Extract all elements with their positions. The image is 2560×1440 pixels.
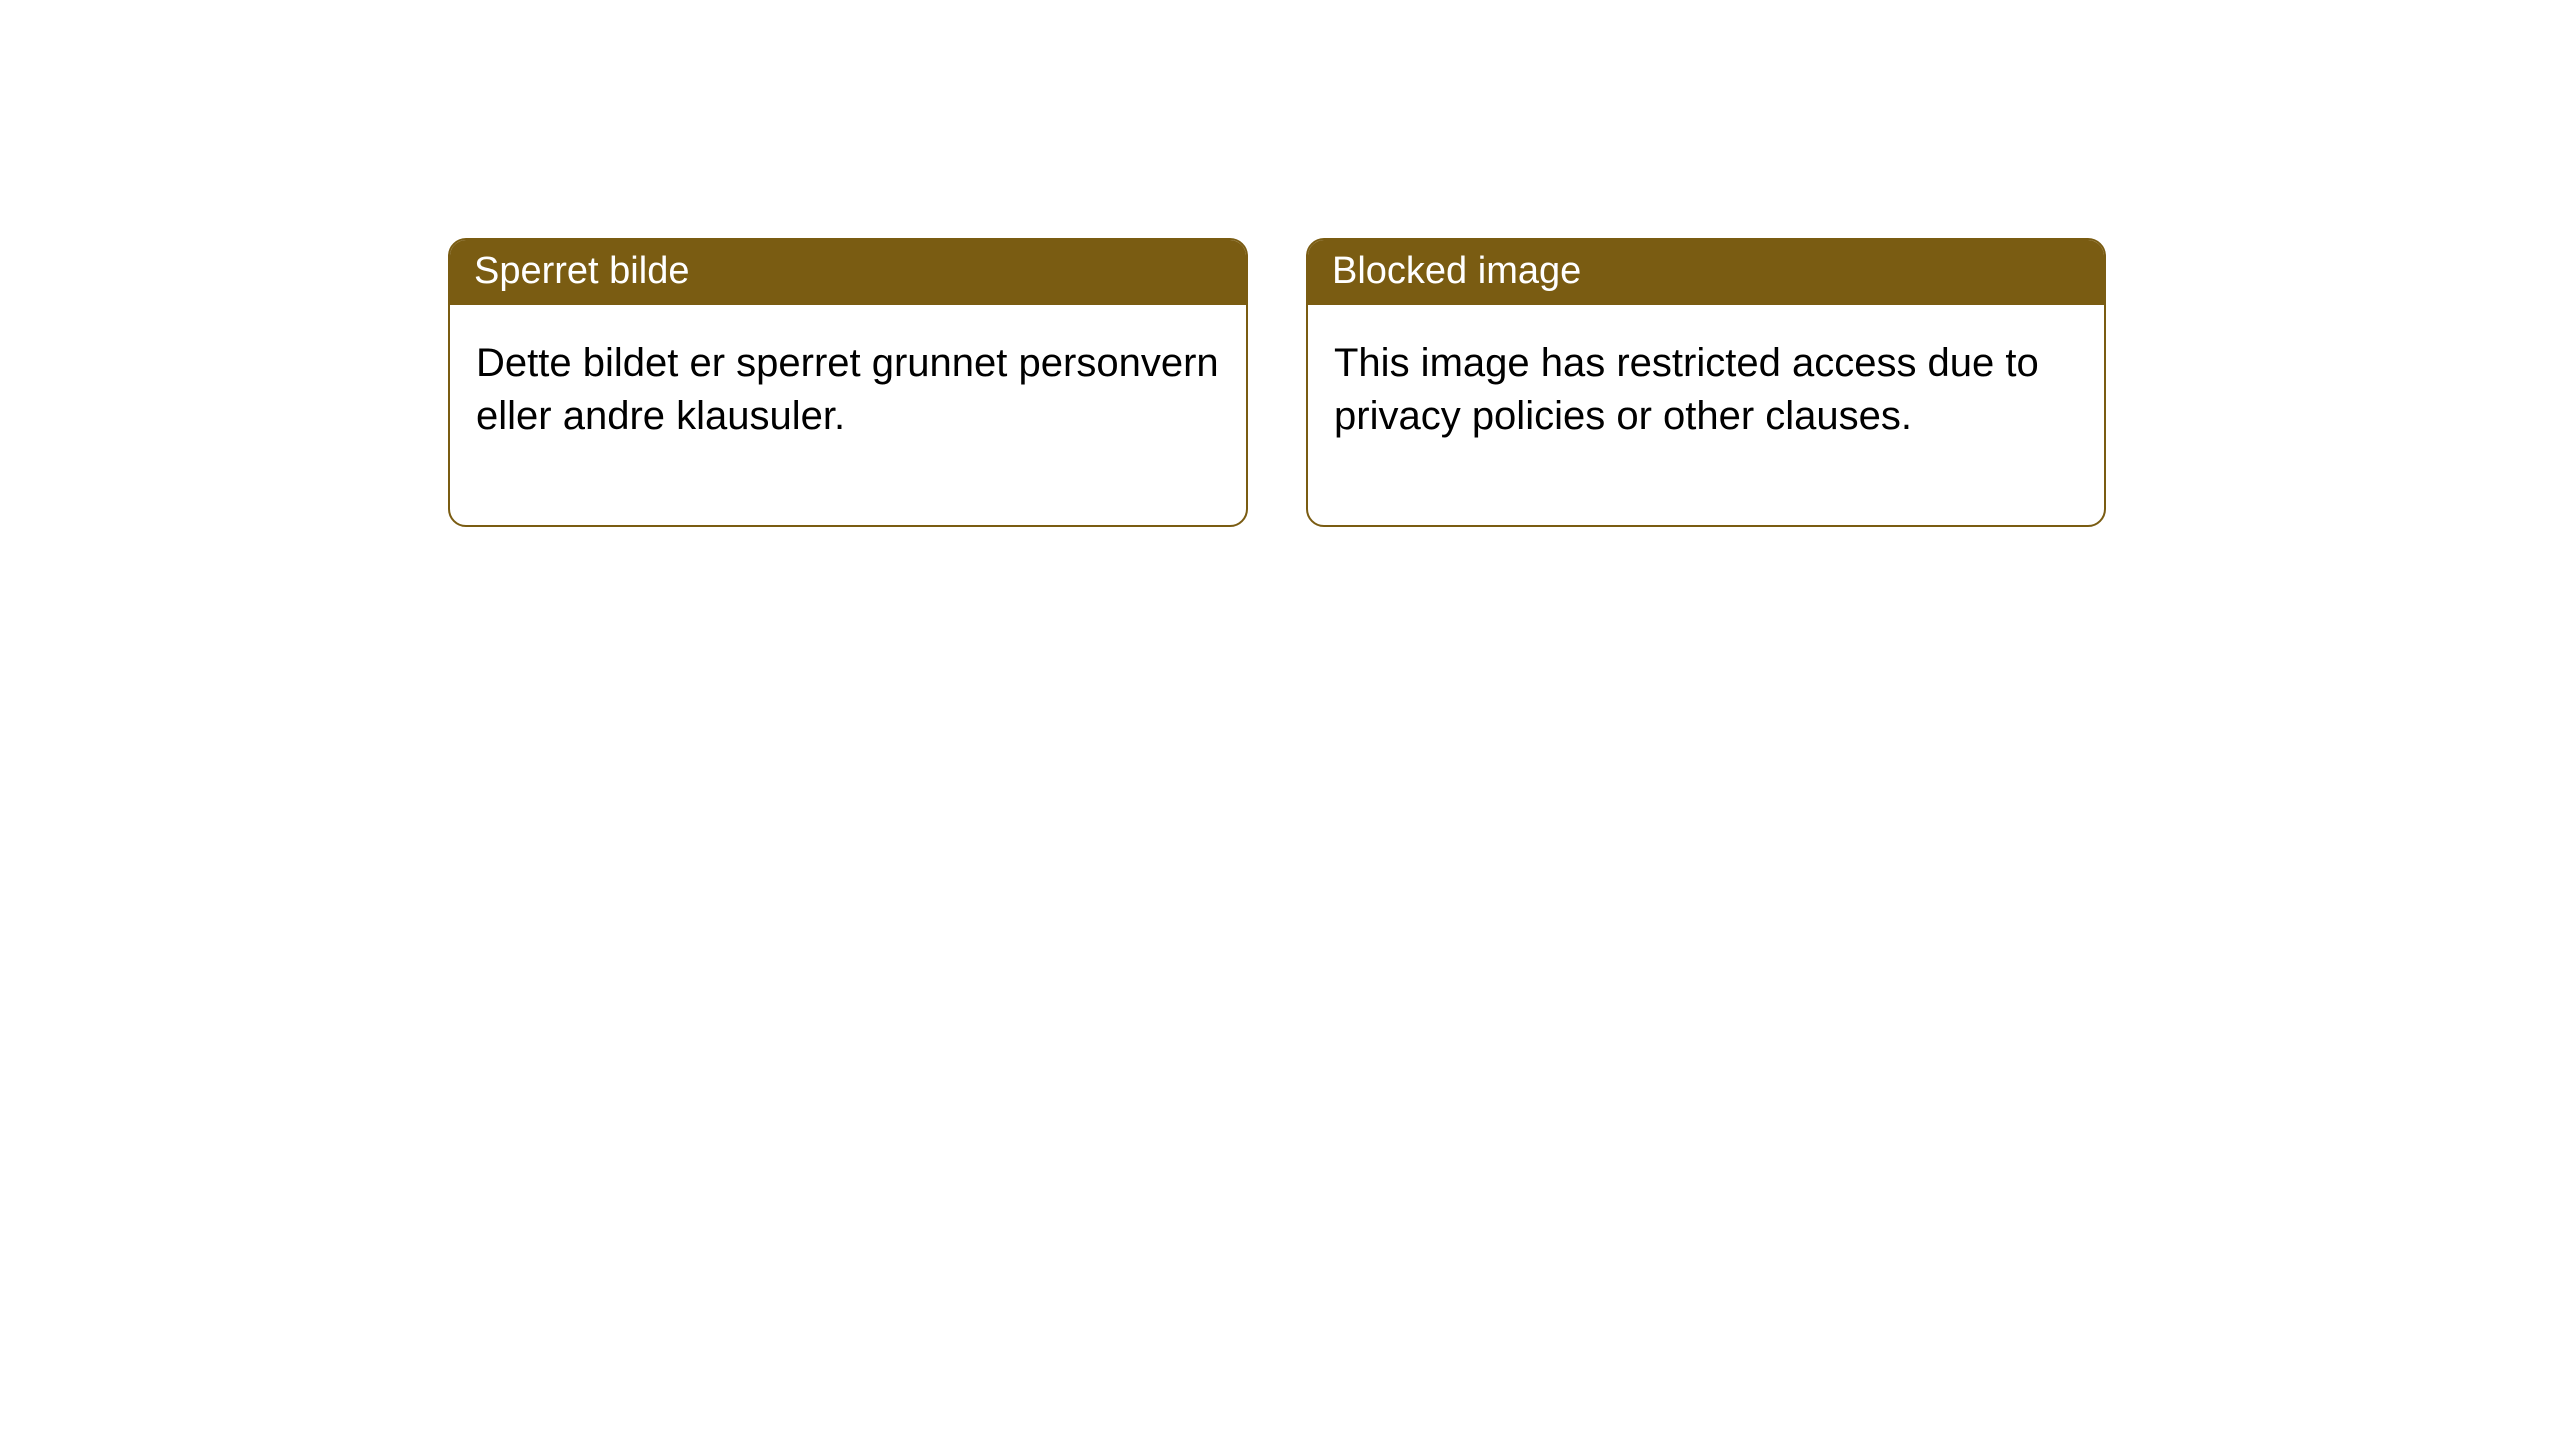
notice-card-norwegian: Sperret bilde Dette bildet er sperret gr… xyxy=(448,238,1248,527)
notice-card-body: This image has restricted access due to … xyxy=(1308,305,2104,525)
notice-card-english: Blocked image This image has restricted … xyxy=(1306,238,2106,527)
notice-card-body: Dette bildet er sperret grunnet personve… xyxy=(450,305,1246,525)
notice-cards-container: Sperret bilde Dette bildet er sperret gr… xyxy=(448,238,2106,527)
notice-card-title: Blocked image xyxy=(1308,240,2104,305)
notice-card-title: Sperret bilde xyxy=(450,240,1246,305)
